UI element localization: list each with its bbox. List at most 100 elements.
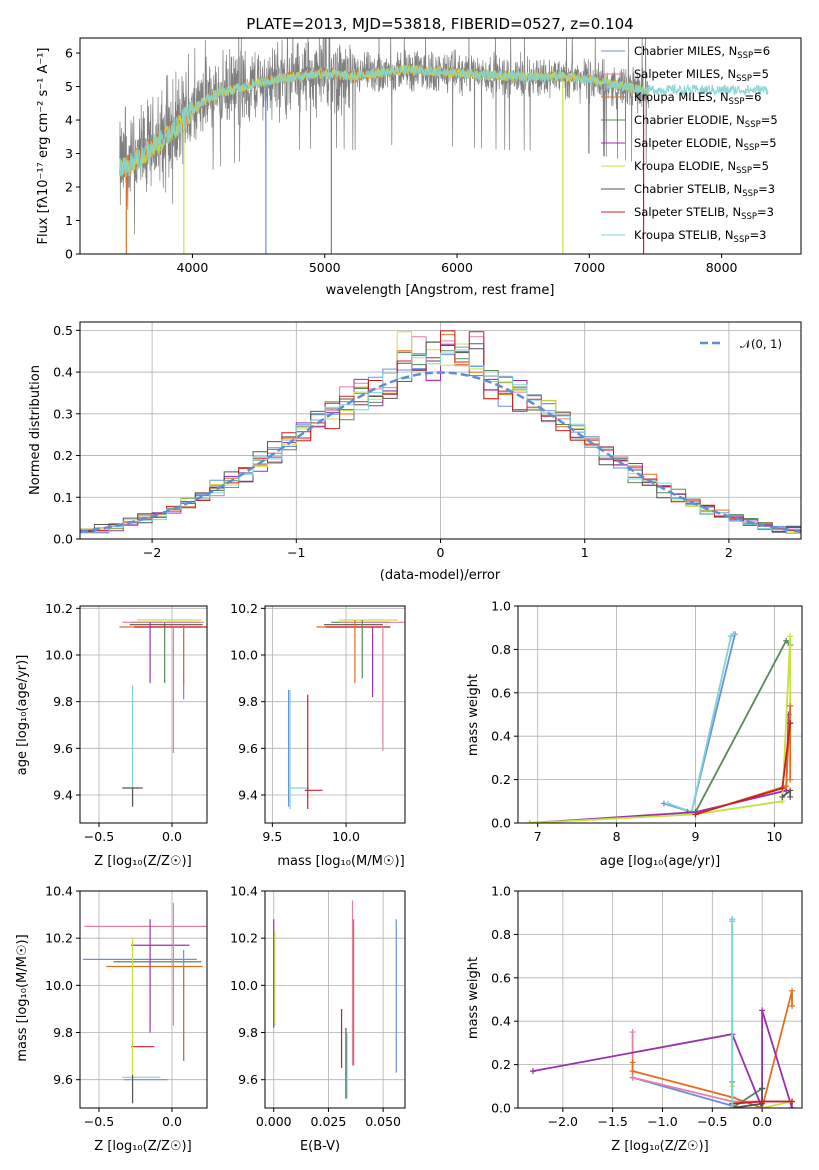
x-tick-label: 7 [534, 829, 542, 844]
y-tick-label: 0.0 [53, 532, 73, 547]
y-tick-label: 6 [65, 46, 73, 61]
legend-entry: Kroupa STELIB, NSSP=3 [634, 228, 766, 245]
y-tick-label: 0.4 [491, 729, 511, 744]
x-tick-label: 1 [581, 545, 589, 560]
y-tick-label: 0.6 [491, 685, 511, 700]
x-tick-label: 0.0 [162, 829, 182, 844]
x-tick-label: −1.5 [597, 1114, 627, 1129]
y-tick-label: 9.8 [238, 1025, 258, 1040]
weight-z-panel: −2.0 −1.5 −1.0 −0.5 0.0 0.0 0.2 0.4 0.6 0.8 1.0 [491, 884, 803, 1129]
y-tick-label: 0.0 [491, 1101, 511, 1116]
x-tick-label: −0.5 [84, 829, 114, 844]
x-tick-label: −2 [143, 545, 161, 560]
x-tick-label: 10.0 [332, 829, 360, 844]
y-tick-label: 10.2 [230, 931, 258, 946]
y-tick-label: 1.0 [491, 884, 511, 899]
y-tick-label: 0.1 [53, 490, 73, 505]
x-tick-label: −0.5 [697, 1114, 727, 1129]
y-tick-label: 9.8 [238, 694, 258, 709]
y-tick-label: 0.2 [53, 448, 73, 463]
y-tick-label: 0.5 [53, 323, 73, 338]
weight-z-xlabel: Z [log₁₀(Z/Z☉)] [611, 1139, 708, 1154]
panel-frame [79, 890, 208, 1109]
weight-marker [526, 820, 533, 823]
weight-marker [783, 637, 790, 644]
weight-marker [787, 720, 794, 727]
panel-frame [264, 890, 406, 1109]
x-tick-label: 9 [692, 829, 700, 844]
weight-line [687, 639, 791, 813]
spectrum-panel: 4000 5000 6000 7000 8000 0 1 2 3 4 5 6 wavelength [… [36, 37, 802, 298]
spectrum-frame [79, 37, 802, 255]
x-tick-label: 0.0 [162, 1114, 182, 1129]
spectrum-xlabel: wavelength [Angstrom, rest frame] [326, 283, 555, 298]
y-tick-label: 3 [65, 146, 73, 161]
panel-frame [264, 605, 406, 824]
y-tick-label: 0.4 [491, 1014, 511, 1029]
weight-marker [789, 1003, 796, 1010]
weight-marker [787, 776, 794, 783]
x-tick-label: 0.000 [256, 1114, 292, 1129]
weight-marker [787, 702, 794, 709]
weight-line [532, 1010, 793, 1108]
weight-marker [787, 787, 794, 794]
observed-spectrum [119, 38, 650, 235]
x-tick-label: 7000 [573, 260, 605, 275]
y-tick-label: 0.8 [491, 642, 511, 657]
x-tick-label: 4000 [177, 260, 209, 275]
gaussian-legend-label: 𝒩(0, 1) [740, 337, 782, 351]
y-tick-label: 10.2 [45, 931, 73, 946]
weight-marker [664, 800, 671, 807]
y-tick-label: 9.8 [53, 1025, 73, 1040]
y-tick-label: 9.6 [53, 741, 73, 756]
x-tick-label: −0.5 [84, 1114, 114, 1129]
weight-marker [692, 811, 699, 818]
weight-marker [730, 631, 737, 638]
x-tick-label: 0.0 [752, 1114, 772, 1129]
legend-entry: Salpeter ELODIE, NSSP=5 [634, 136, 777, 153]
x-tick-label: −1.0 [647, 1114, 677, 1129]
weight-marker [529, 1068, 536, 1075]
weight-marker [759, 1007, 766, 1014]
weight-marker [783, 783, 790, 790]
y-tick-label: 0.8 [491, 927, 511, 942]
y-tick-label: 0.0 [491, 816, 511, 831]
age-z-ylabel: age [log₁₀(age/yr)] [15, 655, 30, 776]
age-z-panel: −0.5 0.0 9.4 9.6 9.8 10.0 10.2 [45, 601, 208, 844]
x-tick-label: 8000 [706, 260, 738, 275]
y-tick-label: 10.0 [230, 648, 258, 663]
weight-line [663, 632, 737, 814]
y-tick-label: 0.3 [53, 406, 73, 421]
panel-frame [517, 890, 803, 1109]
weight-marker [629, 1059, 636, 1066]
panel-frame [79, 605, 208, 824]
y-tick-label: 10.2 [230, 601, 258, 616]
residuals-ylabel: Normed distribution [28, 365, 43, 495]
residuals-panel: −2 −1 0 1 2 0.0 0.1 0.2 0.3 0.4 0.5 𝒩(0, 1) (data-… [28, 321, 802, 583]
y-tick-label: 9.6 [238, 1072, 258, 1087]
weight-marker [629, 1068, 636, 1075]
age-mass-xlabel: mass [log₁₀(M/M☉)] [277, 854, 404, 869]
weight-marker [787, 793, 794, 800]
y-tick-label: 0.6 [491, 970, 511, 985]
legend-entry: Chabrier STELIB, NSSP=3 [634, 182, 775, 199]
y-tick-label: 2 [65, 180, 73, 195]
y-tick-label: 10.4 [45, 884, 73, 899]
weight-marker [629, 1074, 636, 1081]
mass-ebv-xlabel: E(B-V) [300, 1139, 340, 1154]
weight-z-ylabel: mass weight [466, 957, 481, 1039]
weight-line [632, 919, 734, 1107]
y-tick-label: 1.0 [491, 599, 511, 614]
x-tick-label: 10 [766, 829, 782, 844]
mass-z-xlabel: Z [log₁₀(Z/Z☉)] [94, 1139, 191, 1154]
age-z-xlabel: Z [log₁₀(Z/Z☉)] [94, 854, 191, 869]
y-tick-label: 0.2 [491, 772, 511, 787]
x-tick-label: −1 [287, 545, 305, 560]
residual-histogram [80, 349, 801, 534]
weight-marker [789, 1105, 796, 1108]
weight-marker [729, 1105, 736, 1108]
legend-entry: Salpeter MILES, NSSP=5 [634, 67, 769, 84]
weight-marker [789, 1098, 796, 1105]
legend-entry: Kroupa ELODIE, NSSP=5 [634, 159, 769, 176]
x-tick-label: 0.050 [365, 1114, 401, 1129]
